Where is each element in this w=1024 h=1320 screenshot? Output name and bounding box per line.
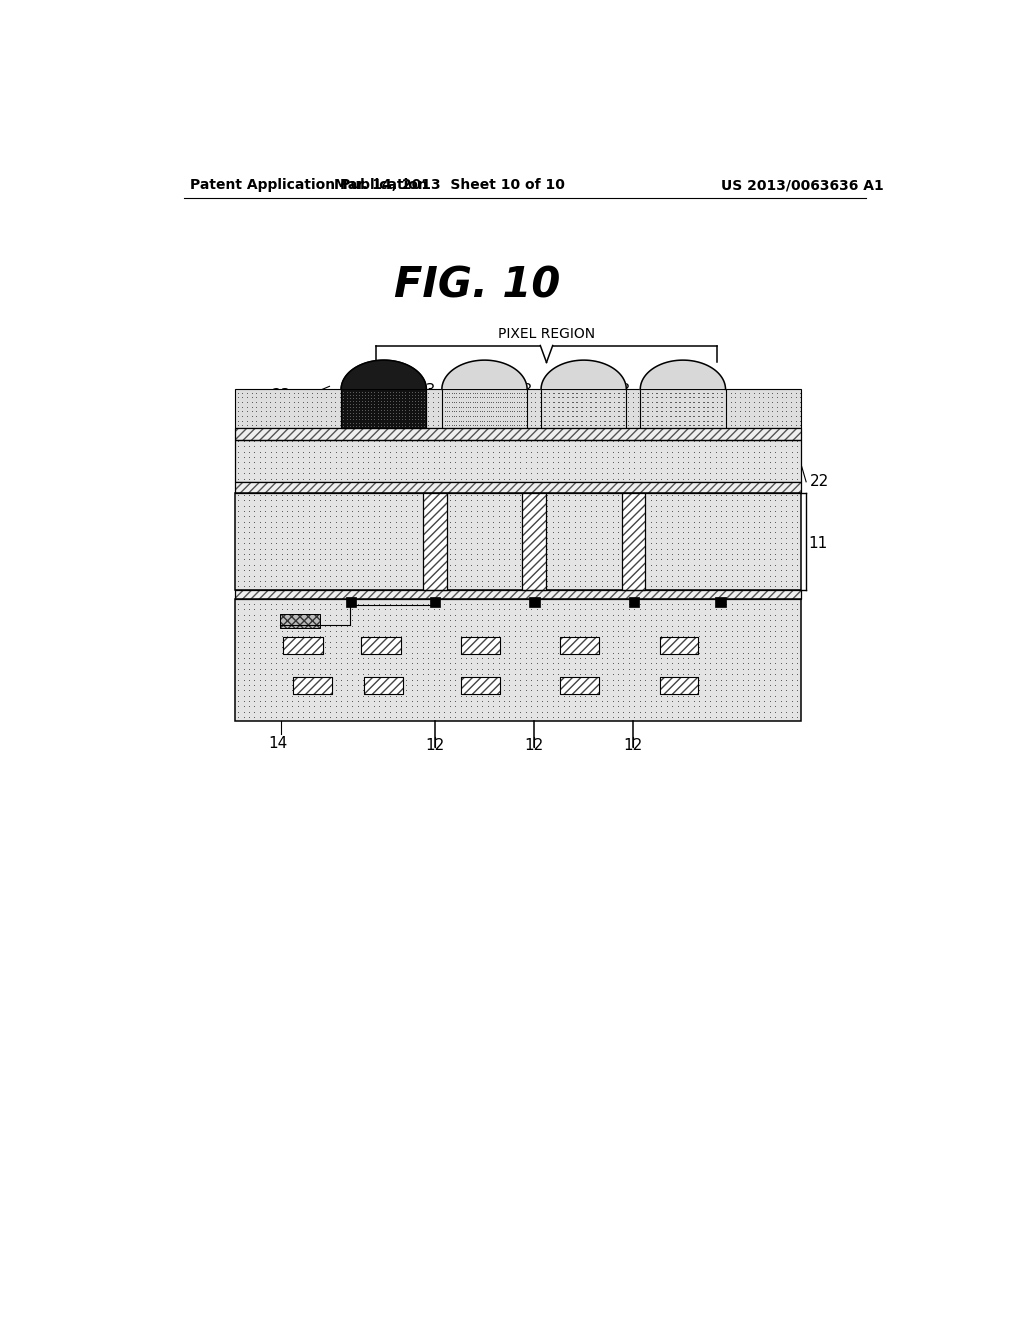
Bar [640,389,726,428]
Bar [560,677,599,694]
Bar [280,614,321,628]
Text: 11: 11 [809,536,827,550]
Bar [560,677,599,694]
Text: 23: 23 [417,383,436,399]
Bar [629,597,639,607]
Polygon shape [341,360,426,389]
Bar [234,590,801,599]
Bar [430,597,440,607]
Bar [640,389,726,428]
Bar [522,492,546,590]
Bar [541,389,627,428]
Bar [716,597,726,607]
Bar [659,677,698,694]
Bar [234,441,801,482]
Bar [280,614,321,628]
Bar [442,389,527,428]
Bar [341,389,426,428]
Bar [234,389,801,428]
Bar [234,599,801,721]
Text: 14: 14 [268,737,287,751]
Text: 12: 12 [624,738,643,752]
Bar [234,590,801,599]
Text: Mar. 14, 2013  Sheet 10 of 10: Mar. 14, 2013 Sheet 10 of 10 [334,178,565,193]
Text: PIXEL REGION: PIXEL REGION [498,327,595,341]
Text: 12: 12 [425,738,444,752]
Bar [461,677,500,694]
Text: 23: 23 [612,383,632,399]
Bar [442,389,527,428]
Bar [461,636,500,653]
Bar [622,492,645,590]
Text: 22: 22 [810,474,829,490]
Bar [423,492,446,590]
Bar [659,636,698,653]
Bar [283,636,324,653]
Polygon shape [541,360,627,389]
Text: 12s: 12s [444,392,472,407]
Bar [622,492,645,590]
Bar [293,677,332,694]
Bar [461,636,500,653]
Text: FIG. 10: FIG. 10 [393,264,560,306]
Text: US 2013/0063636 A1: US 2013/0063636 A1 [721,178,884,193]
Bar [283,636,324,653]
Bar [234,428,801,441]
Bar [293,677,332,694]
Polygon shape [442,360,527,389]
Bar [360,636,400,653]
Bar [234,482,801,492]
Bar [529,597,540,607]
Bar [234,441,801,482]
Bar [522,492,546,590]
Bar [360,636,400,653]
Text: 12: 12 [524,738,544,752]
Text: 23: 23 [271,388,291,403]
Bar [234,389,801,428]
Bar [234,482,801,492]
Text: 23: 23 [514,383,534,399]
Bar [341,389,426,428]
Bar [560,636,599,653]
Bar [461,677,500,694]
Bar [234,599,801,721]
Text: Patent Application Publication: Patent Application Publication [190,178,428,193]
Bar [234,428,801,441]
Polygon shape [640,360,726,389]
Bar [365,677,403,694]
Bar [541,389,627,428]
Bar [365,677,403,694]
Bar [560,636,599,653]
Text: 12s: 12s [542,392,569,407]
Bar [659,677,698,694]
Bar [423,492,446,590]
Bar [659,636,698,653]
Bar [234,492,801,590]
Bar [234,492,801,590]
Text: 12s: 12s [638,392,665,407]
Bar [346,597,356,607]
